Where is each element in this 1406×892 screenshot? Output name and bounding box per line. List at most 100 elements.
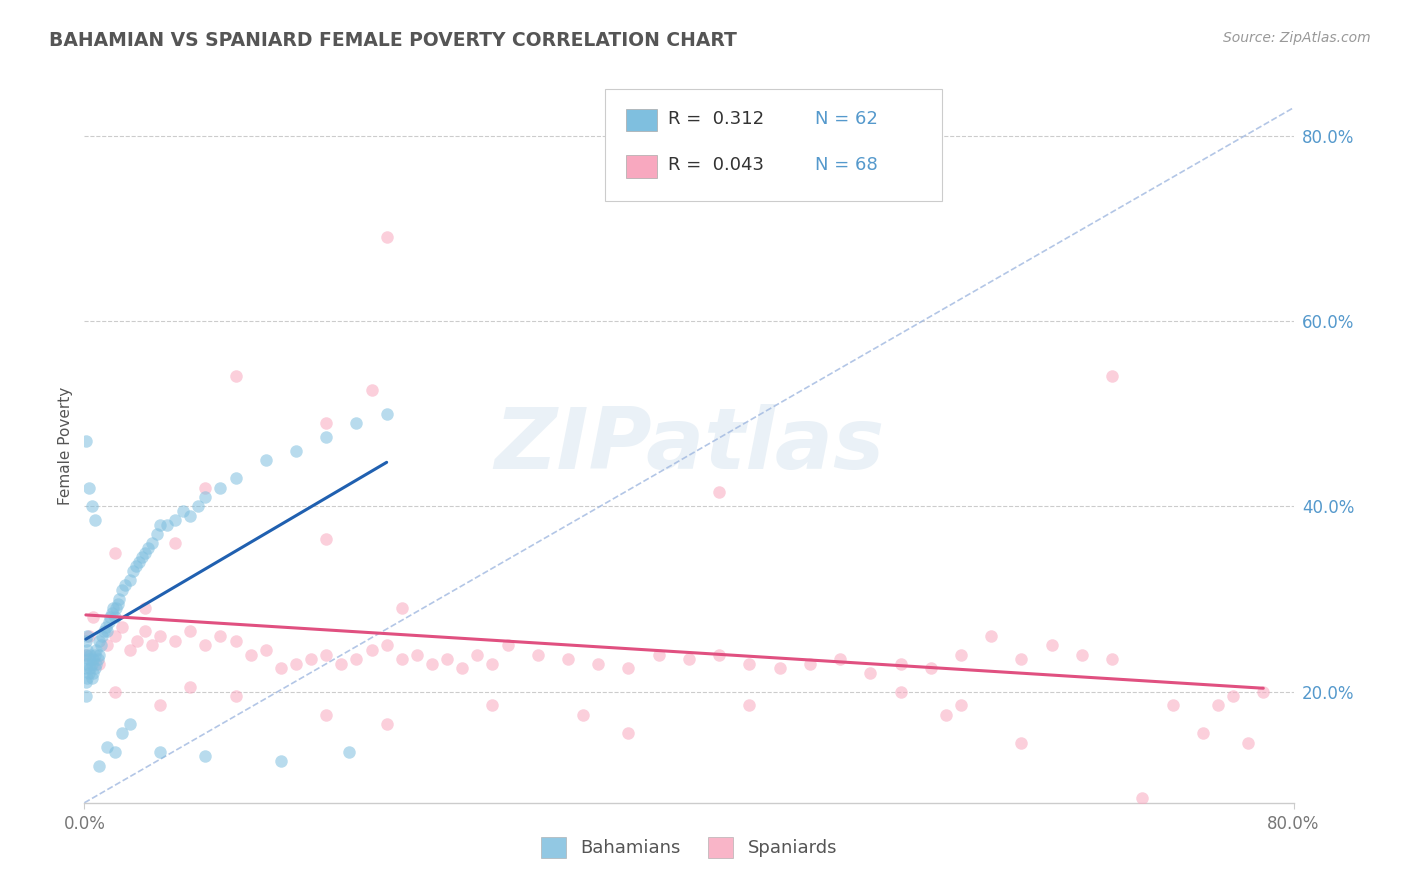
Point [118, 717, 141, 731]
Point [1161, 698, 1184, 713]
Point [1222, 690, 1244, 704]
Point [75, 648, 97, 662]
Point [1101, 652, 1123, 666]
Point [709, 648, 731, 662]
Point [84, 648, 107, 662]
Point [80, 671, 103, 685]
Point [79, 661, 101, 675]
Point [270, 661, 292, 675]
Point [572, 707, 595, 722]
Point [799, 657, 821, 671]
Point [1011, 652, 1033, 666]
Point [77, 652, 100, 666]
Point [890, 657, 912, 671]
Point [194, 490, 217, 504]
Point [187, 500, 209, 514]
Point [75, 434, 97, 449]
Point [76, 657, 98, 671]
Point [588, 657, 610, 671]
Point [557, 652, 579, 666]
Point [127, 633, 149, 648]
Point [1253, 684, 1275, 698]
Point [165, 536, 187, 550]
Point [77, 666, 100, 681]
Point [77, 629, 100, 643]
Point [209, 481, 232, 495]
Point [75, 690, 97, 704]
Point [80, 500, 103, 514]
Point [82, 610, 104, 624]
Point [337, 745, 360, 759]
Point [82, 666, 104, 681]
Point [89, 758, 111, 772]
Point [149, 698, 172, 713]
Point [254, 453, 277, 467]
Point [125, 559, 148, 574]
Point [89, 633, 111, 648]
Point [75, 661, 97, 675]
Point [769, 661, 792, 675]
Text: ZIPatlas: ZIPatlas [494, 404, 884, 488]
Point [225, 471, 247, 485]
Point [75, 675, 97, 690]
Point [76, 629, 98, 643]
Point [315, 430, 337, 444]
Point [738, 698, 761, 713]
Point [104, 610, 127, 624]
Point [830, 652, 852, 666]
Point [254, 643, 277, 657]
Point [79, 648, 101, 662]
Point [114, 578, 136, 592]
Point [146, 527, 169, 541]
Point [105, 601, 128, 615]
Point [134, 545, 156, 559]
Point [179, 508, 201, 523]
Point [93, 624, 115, 639]
Point [1130, 791, 1153, 805]
Point [96, 624, 118, 639]
Point [527, 648, 550, 662]
Point [101, 601, 124, 615]
Point [315, 532, 337, 546]
Point [1206, 698, 1229, 713]
Point [360, 384, 382, 398]
Point [111, 620, 134, 634]
Point [118, 643, 141, 657]
Y-axis label: Female Poverty: Female Poverty [58, 387, 73, 505]
Point [225, 369, 247, 384]
Point [89, 657, 111, 671]
Point [134, 624, 156, 639]
Point [950, 698, 973, 713]
Point [98, 610, 121, 624]
Point [391, 601, 413, 615]
Point [179, 624, 201, 639]
Point [96, 740, 118, 755]
Point [82, 652, 104, 666]
Point [375, 717, 398, 731]
Point [96, 638, 118, 652]
Point [617, 661, 640, 675]
Point [90, 638, 112, 652]
Point [165, 513, 187, 527]
Point [1101, 369, 1123, 384]
Point [89, 648, 111, 662]
Point [451, 661, 474, 675]
Point [1071, 648, 1094, 662]
Point [225, 633, 247, 648]
Point [141, 536, 163, 550]
Point [141, 638, 163, 652]
Point [76, 643, 98, 657]
Point [136, 541, 159, 555]
Point [270, 754, 292, 768]
Point [481, 698, 503, 713]
Point [128, 555, 150, 569]
Point [131, 550, 153, 565]
Point [1237, 735, 1260, 749]
Point [1011, 735, 1033, 749]
Point [84, 513, 107, 527]
Text: N = 62: N = 62 [815, 110, 879, 128]
Point [172, 504, 194, 518]
Point [75, 648, 97, 662]
Point [104, 684, 127, 698]
Point [134, 601, 156, 615]
